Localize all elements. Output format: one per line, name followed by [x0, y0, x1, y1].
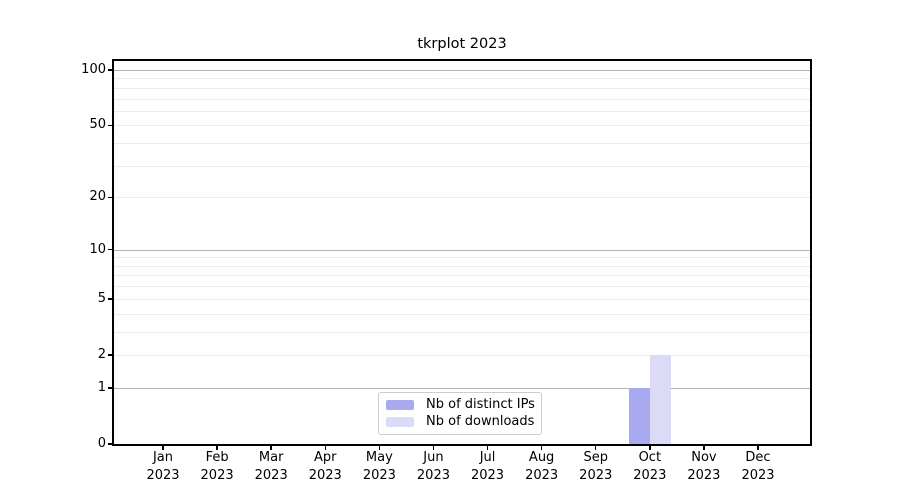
bar-nb-of-distinct-ips	[628, 387, 650, 444]
x-tick-label: Feb 2023	[187, 449, 247, 485]
x-tick-year: 2023	[633, 468, 667, 483]
x-tick-month: Feb	[205, 450, 229, 465]
x-tick-month: Jun	[423, 450, 444, 465]
y-tick-label: 10	[89, 241, 106, 257]
gridline-minor	[114, 257, 810, 259]
gridline-minor	[114, 125, 810, 127]
y-tick-label: 20	[89, 189, 106, 205]
x-tick-year: 2023	[254, 468, 288, 483]
y-tick-label: 1	[97, 379, 106, 395]
y-tick-mark	[108, 298, 114, 300]
x-tick-year: 2023	[308, 468, 342, 483]
x-tick-month: Sep	[583, 450, 608, 465]
gridline-major	[114, 70, 810, 71]
x-tick-mark	[162, 444, 164, 450]
y-tick-mark	[108, 248, 114, 251]
gridline-minor	[114, 286, 810, 288]
legend-item-label: Nb of downloads	[426, 414, 535, 429]
legend-swatch	[386, 417, 414, 427]
legend-item: Nb of downloads	[386, 414, 535, 429]
x-tick-label: Jun 2023	[403, 449, 463, 485]
y-tick-label: 0	[97, 436, 106, 451]
x-tick-year: 2023	[687, 468, 721, 483]
x-tick-label: Jul 2023	[458, 449, 518, 485]
x-tick-mark	[703, 444, 705, 450]
x-tick-mark	[216, 444, 218, 450]
x-tick-month: Jan	[152, 450, 174, 465]
x-tick-label: Nov 2023	[674, 449, 734, 485]
x-tick-mark	[324, 444, 327, 450]
x-tick-year: 2023	[416, 468, 450, 483]
x-tick-label: May 2023	[349, 449, 409, 485]
x-tick-mark	[649, 444, 651, 450]
legend-item: Nb of distinct IPs	[386, 397, 535, 412]
x-tick-label: Dec 2023	[728, 449, 788, 485]
gridline-minor	[114, 298, 810, 300]
x-tick-year: 2023	[362, 468, 396, 483]
y-tick-label: 2	[97, 346, 106, 362]
x-tick-month: Aug	[528, 450, 555, 465]
x-tick-mark	[757, 444, 759, 450]
y-tick-mark	[108, 196, 114, 199]
y-tick-mark	[108, 354, 114, 356]
gridline-minor	[114, 275, 810, 277]
y-tick-mark	[108, 443, 114, 445]
x-tick-label: Aug 2023	[512, 449, 572, 485]
x-tick-month: Dec	[745, 450, 771, 465]
bar-nb-of-downloads	[649, 354, 671, 444]
gridline-minor	[114, 313, 810, 315]
gridline-major	[114, 387, 810, 389]
gridline-minor	[114, 354, 810, 356]
plot-area	[112, 59, 812, 446]
x-tick-year: 2023	[525, 468, 559, 483]
gridline-minor	[114, 87, 810, 89]
x-tick-month: Apr	[314, 450, 337, 465]
x-tick-month: Jul	[479, 450, 496, 465]
gridline-minor	[114, 143, 810, 145]
x-tick-year: 2023	[200, 468, 234, 483]
x-tick-month: May	[365, 450, 393, 465]
x-tick-label: Jan 2023	[133, 449, 193, 485]
y-tick-label: 5	[97, 290, 106, 306]
legend: Nb of distinct IPs Nb of downloads	[378, 392, 542, 435]
legend-swatch	[386, 400, 414, 410]
gridline-minor	[114, 78, 810, 80]
x-tick-label: Sep 2023	[566, 449, 626, 485]
y-tick-label: 50	[89, 117, 106, 133]
gridline-minor	[114, 165, 810, 167]
x-tick-mark	[270, 444, 272, 450]
y-tick-mark	[108, 387, 114, 389]
x-tick-label: Apr 2023	[295, 449, 355, 485]
gridline-minor	[114, 98, 810, 100]
x-tick-year: 2023	[579, 468, 613, 483]
x-tick-month: Oct	[638, 450, 662, 465]
gridline-minor	[114, 197, 810, 199]
x-tick-label: Mar 2023	[241, 449, 301, 485]
x-tick-mark	[540, 444, 543, 450]
legend-item-label: Nb of distinct IPs	[426, 397, 535, 412]
chart-title: tkrplot 2023	[417, 36, 507, 52]
y-tick-label: 100	[81, 62, 106, 77]
gridline-minor	[114, 331, 810, 333]
x-tick-year: 2023	[146, 468, 180, 483]
x-tick-year: 2023	[741, 468, 775, 483]
gridline-minor	[114, 110, 810, 112]
y-tick-mark	[108, 69, 114, 71]
x-tick-mark	[432, 444, 435, 450]
x-tick-year: 2023	[470, 468, 505, 483]
gridline-major	[114, 249, 810, 251]
x-tick-month: Nov	[691, 450, 717, 465]
gridline-minor	[114, 265, 810, 267]
x-tick-mark	[378, 444, 381, 450]
x-tick-label: Oct 2023	[620, 449, 680, 485]
x-tick-mark	[486, 444, 489, 450]
x-tick-mark	[594, 444, 597, 450]
y-tick-mark	[108, 124, 114, 127]
x-tick-month: Mar	[258, 450, 284, 465]
